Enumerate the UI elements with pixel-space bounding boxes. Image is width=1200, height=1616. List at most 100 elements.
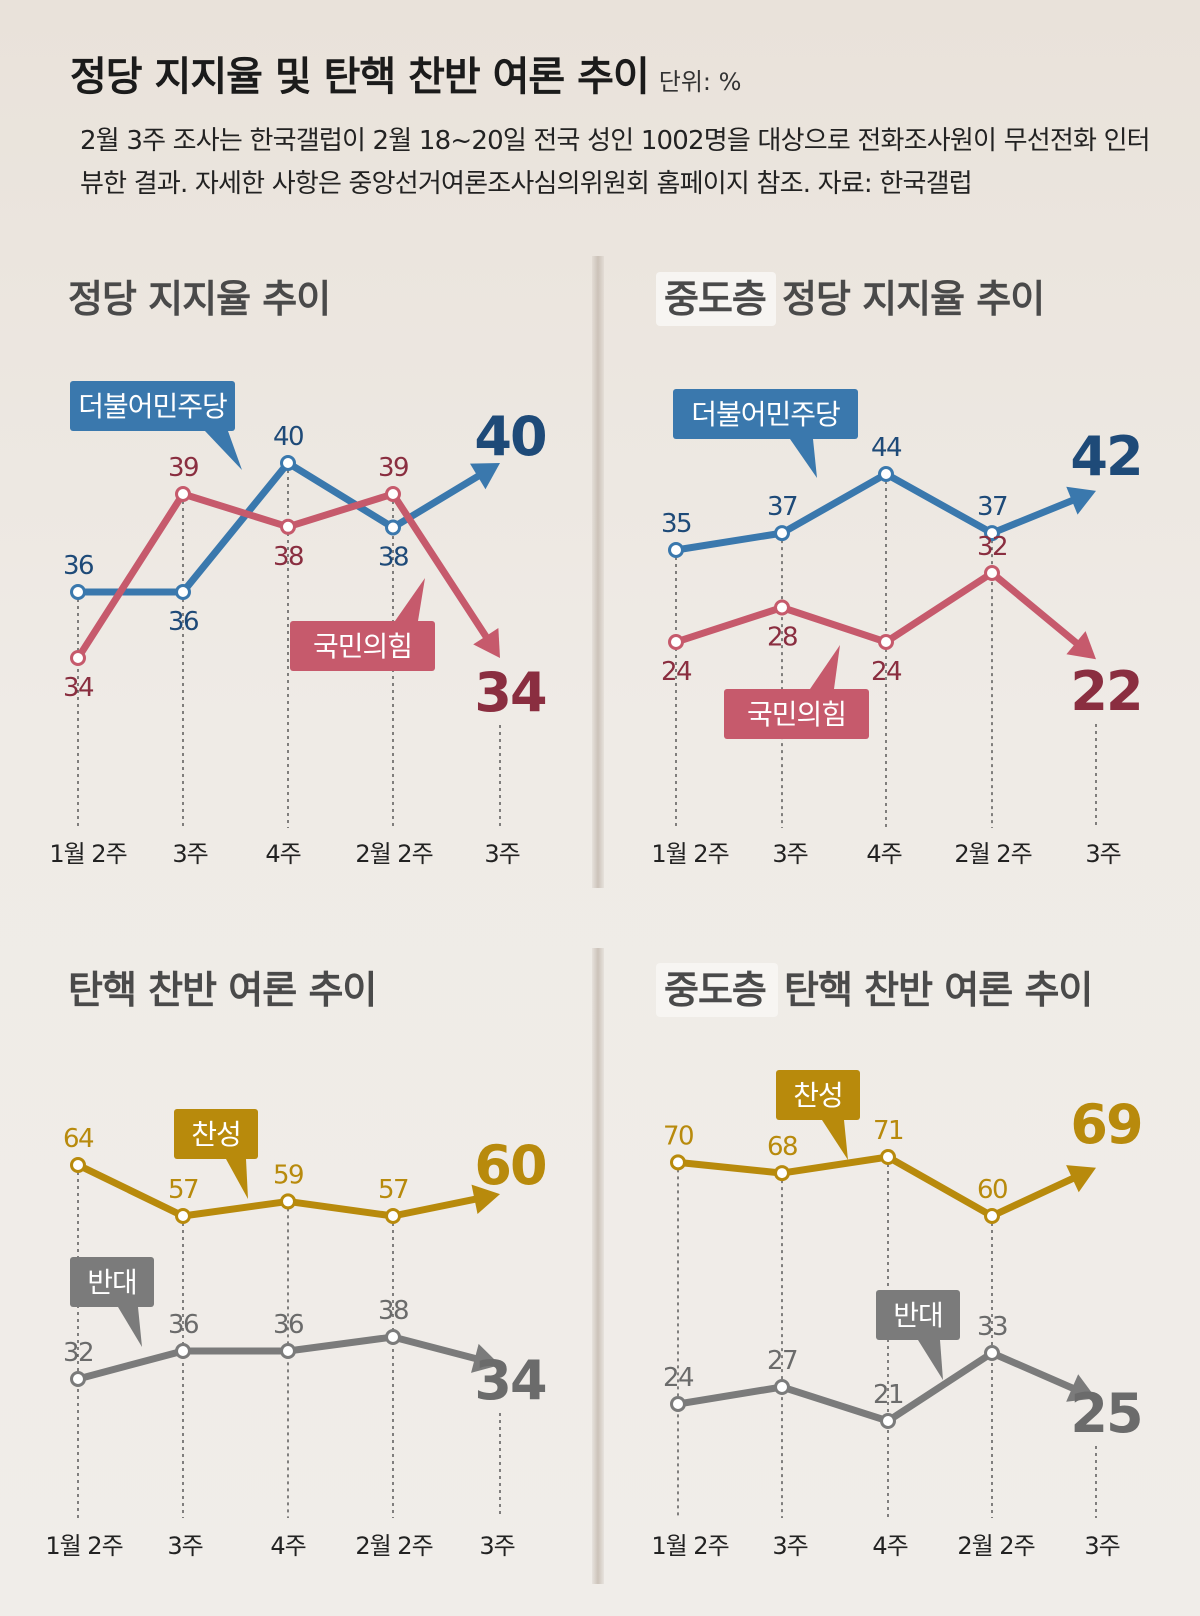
series-arrow-line xyxy=(389,1195,480,1220)
callout-box xyxy=(70,1257,154,1307)
page-subtitle: 2월 3주 조사는 한국갤럽이 2월 18~20일 전국 성인 1002명을 대… xyxy=(80,126,1151,199)
series-1: 64 57 59 57 60 찬성 xyxy=(63,1109,548,1224)
data-point xyxy=(175,1208,191,1224)
data-label: 64 xyxy=(63,1124,94,1154)
x-tick-label: 4주 xyxy=(270,1532,305,1560)
data-label: 60 xyxy=(977,1175,1007,1205)
data-label: 35 xyxy=(661,509,691,539)
data-label: 36 xyxy=(63,551,93,581)
chart-title-highlight: 중도층 xyxy=(664,968,766,1012)
end-value-label: 40 xyxy=(474,405,545,468)
chart-panel-3: 탄핵 찬반 여론 추이 1월 2주 3주 4주 2월 2주 3주 64 57 59 57 60 찬성 3… xyxy=(45,968,548,1560)
series-callout: 국민의힘 xyxy=(290,578,435,671)
series-callout: 찬성 xyxy=(174,1109,258,1199)
page-title: 정당 지지율 및 탄핵 찬반 여론 추이 xyxy=(70,54,650,100)
data-label: 36 xyxy=(168,607,198,637)
x-tick-label: 3주 xyxy=(479,1532,514,1560)
callout-pointer xyxy=(118,1307,142,1347)
series-line xyxy=(74,490,397,662)
data-point xyxy=(175,486,191,502)
end-value-label: 34 xyxy=(474,1349,546,1412)
x-tick-label: 3주 xyxy=(1084,1532,1119,1560)
data-point xyxy=(70,650,86,666)
data-label: 70 xyxy=(663,1121,693,1151)
callout-pointer xyxy=(790,439,817,478)
series-callout: 국민의힘 xyxy=(724,645,869,739)
callout-box xyxy=(776,1070,860,1120)
series-name: 찬성 xyxy=(191,1118,241,1151)
data-point xyxy=(774,525,790,542)
series-callout: 반대 xyxy=(70,1257,154,1347)
x-tick-label: 1월 2주 xyxy=(651,1532,728,1560)
data-point xyxy=(880,1149,896,1165)
series-arrow-line xyxy=(389,490,491,642)
data-point xyxy=(668,542,684,558)
callout-pointer xyxy=(226,1159,248,1199)
data-point xyxy=(70,1371,86,1387)
series-line xyxy=(672,569,996,646)
data-point xyxy=(385,1208,401,1224)
data-point xyxy=(984,525,1000,542)
data-point xyxy=(385,1329,401,1345)
callout-box xyxy=(724,689,869,739)
series-arrow-line xyxy=(988,569,1082,648)
chart-panel-4: 중도층 탄핵 찬반 여론 추이 1월 2주 3주 4주 2월 2주 3주 70 68 71 60 69… xyxy=(651,963,1144,1560)
data-point xyxy=(668,634,684,650)
series-name: 국민의힘 xyxy=(747,698,846,731)
x-tick-label: 4주 xyxy=(265,840,300,868)
series-callout: 반대 xyxy=(876,1290,960,1380)
callout-pointer xyxy=(822,1120,848,1160)
chart-panel-2: 중도층 정당 지지율 추이 1월 2주 3주 4주 2월 2주 3주 35 37 44 37 42 더불… xyxy=(651,272,1144,868)
data-label: 57 xyxy=(168,1175,198,1205)
series-arrowhead xyxy=(473,628,500,658)
data-point xyxy=(670,1154,686,1171)
chart-title-highlight: 중도층 xyxy=(664,277,766,321)
data-label: 57 xyxy=(378,1175,408,1205)
data-point xyxy=(984,1345,1000,1361)
data-label: 36 xyxy=(168,1310,198,1340)
series-name: 반대 xyxy=(893,1299,943,1332)
panel-divider-top xyxy=(592,256,604,888)
series-line xyxy=(674,1153,996,1220)
data-point xyxy=(774,599,790,616)
series-line xyxy=(74,459,397,596)
data-point xyxy=(984,1208,1000,1224)
chart-title: 정당 지지율 추이 xyxy=(68,277,330,321)
data-label: 44 xyxy=(871,433,902,463)
data-point xyxy=(280,1193,296,1210)
data-label: 37 xyxy=(977,492,1007,522)
data-point xyxy=(878,466,894,482)
data-label: 37 xyxy=(767,492,797,522)
x-tick-label: 3주 xyxy=(172,840,207,868)
title-highlight-box xyxy=(656,963,778,1017)
data-point xyxy=(880,1413,896,1429)
callout-box xyxy=(70,381,235,431)
series-line xyxy=(672,470,996,554)
data-label: 39 xyxy=(168,453,198,483)
series-arrowhead xyxy=(1066,1165,1096,1193)
data-point xyxy=(70,1157,86,1173)
unit-label: 단위: % xyxy=(658,68,742,96)
callout-pointer xyxy=(205,431,242,470)
chart-title: 탄핵 찬반 여론 추이 xyxy=(68,968,376,1012)
x-tick-label: 3주 xyxy=(772,840,807,868)
series-name: 국민의힘 xyxy=(313,630,412,663)
callout-box xyxy=(290,621,435,671)
data-point xyxy=(878,634,894,650)
x-tick-label: 4주 xyxy=(872,1532,907,1560)
data-label: 39 xyxy=(378,453,408,483)
series-callout: 더불어민주당 xyxy=(70,381,242,470)
data-label: 32 xyxy=(977,532,1007,562)
series-arrow-line xyxy=(988,496,1078,537)
data-point xyxy=(385,519,401,536)
series-arrow-line xyxy=(988,1174,1078,1220)
series-arrow-line xyxy=(988,1349,1078,1393)
data-label: 24 xyxy=(663,1363,694,1393)
callout-box xyxy=(673,389,858,439)
end-value-label: 60 xyxy=(474,1134,545,1197)
x-tick-label: 2월 2주 xyxy=(957,1532,1034,1560)
series-arrowhead xyxy=(471,1343,500,1373)
data-point xyxy=(175,584,191,600)
series-2: 34 39 38 39 34 국민의힘 xyxy=(63,453,548,724)
x-tick-label: 3주 xyxy=(167,1532,202,1560)
